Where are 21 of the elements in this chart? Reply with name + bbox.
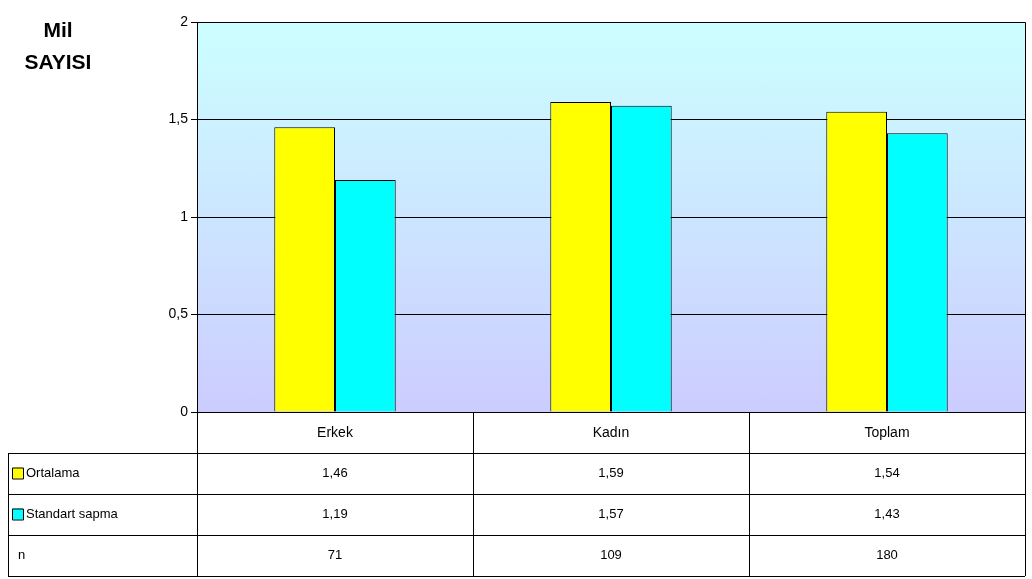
x-tick-label: Toplam (864, 424, 910, 441)
data-label: 1,19 (322, 506, 348, 522)
legend-label: Standart sapma (26, 506, 119, 522)
x-tick-label: Kadın (592, 424, 630, 441)
x-tick-label: Erkek (317, 424, 354, 441)
data-label: 1,46 (322, 465, 348, 481)
text: 180 (876, 547, 898, 563)
text: 109 (600, 547, 622, 563)
legend-label: Ortalama (26, 465, 81, 481)
y-tick-label: 2 (180, 12, 189, 29)
data-label: 1,54 (874, 465, 900, 481)
y-tick-label: 1,5 (168, 110, 189, 127)
data-label: 1,57 (598, 506, 624, 522)
y-tick-label: 0,5 (168, 305, 189, 322)
data-label: 1,59 (598, 465, 624, 481)
text: n (18, 547, 26, 563)
text: 71 (327, 547, 343, 563)
data-label: 1,43 (874, 506, 900, 522)
y-tick-label: 0 (180, 402, 189, 419)
y-axis-title: Mil SAYISI (23, 17, 93, 75)
y-tick-label: 1 (180, 207, 189, 224)
